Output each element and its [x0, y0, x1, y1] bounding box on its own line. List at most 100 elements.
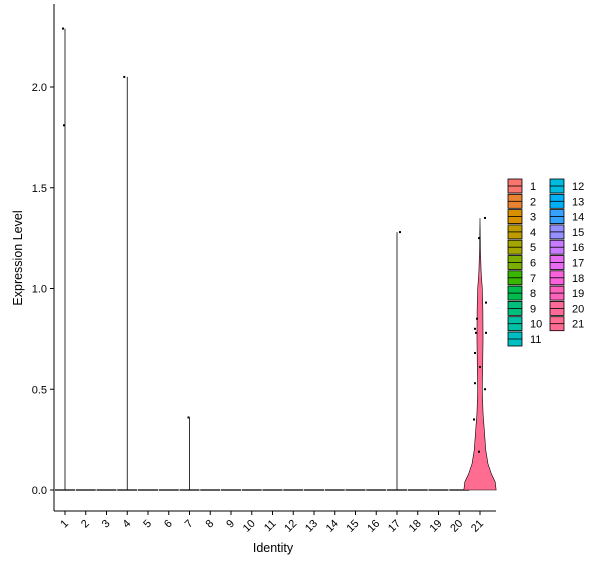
legend-item: 17 [549, 255, 584, 270]
y-tick-label: 1.0 [32, 284, 47, 296]
x-tick-label: 18 [407, 518, 424, 535]
x-tick-label: 16 [365, 518, 382, 535]
legend-label: 15 [572, 227, 584, 239]
legend-label: 19 [572, 288, 584, 300]
legend-item: 18 [549, 270, 584, 286]
legend-label: 7 [530, 273, 536, 285]
legend-item: 19 [549, 285, 584, 301]
x-tick-label: 19 [427, 518, 444, 535]
y-tick-label: 2.0 [32, 82, 47, 94]
legend-item: 20 [549, 300, 584, 316]
x-tick-label: 17 [386, 518, 403, 535]
x-tick-label: 11 [262, 518, 279, 535]
violin-shape [463, 217, 497, 491]
legend-label: 3 [530, 212, 536, 224]
plot-area [55, 27, 497, 491]
x-tick-label: 7 [183, 518, 196, 531]
data-point [485, 331, 487, 334]
data-point [399, 231, 401, 234]
legend-label: 16 [572, 242, 584, 254]
legend-item: 8 [507, 285, 536, 301]
data-point [479, 366, 481, 369]
violin-1 [55, 27, 75, 491]
y-tick-label: 1.5 [32, 183, 47, 195]
violin-21 [463, 216, 497, 491]
x-tick-label: 9 [224, 518, 237, 531]
x-tick-label: 2 [79, 518, 92, 531]
legend-item: 10 [507, 316, 542, 332]
x-ticks: 1 2 3 4 5 6 7 8 9 10 11 12 13 14 15 16 17 18 19 20 21 [58, 511, 486, 535]
legend-label: 17 [572, 258, 584, 270]
x-tick-label: 1 [58, 518, 71, 531]
legend-item: 1 [507, 178, 536, 194]
y-ticks: 0.0 0.5 1.0 1.5 2.0 [32, 82, 54, 497]
legend-label: 20 [572, 303, 584, 315]
legend-label: 11 [530, 334, 541, 346]
legend-item: 21 [549, 316, 584, 332]
legend-item: 4 [507, 224, 536, 240]
data-point [476, 317, 478, 320]
legend-label: 21 [572, 319, 584, 331]
legend-item: 5 [507, 239, 536, 255]
legend-item: 15 [549, 224, 584, 240]
data-point [478, 237, 480, 240]
violin-4 [117, 75, 138, 491]
x-tick-label: 6 [162, 518, 175, 531]
x-tick-label: 20 [448, 518, 465, 535]
data-point [63, 124, 65, 127]
legend-label: 2 [530, 196, 536, 208]
x-tick-label: 15 [344, 518, 361, 535]
y-tick-label: 0.0 [32, 485, 47, 497]
legend-label: 5 [530, 242, 536, 254]
legend-label: 8 [530, 288, 536, 300]
legend-label: 10 [530, 319, 542, 331]
legend-item: 12 [549, 178, 584, 194]
legend-label: 18 [572, 273, 584, 285]
data-point [474, 382, 476, 385]
data-point [187, 416, 190, 419]
data-point [478, 450, 480, 453]
data-point [485, 301, 487, 304]
x-tick-label: 4 [121, 518, 134, 531]
x-tick-label: 13 [303, 518, 320, 535]
legend-label: 12 [572, 181, 584, 193]
violin-17 [387, 231, 407, 491]
x-tick-label: 10 [241, 518, 258, 535]
x-tick-label: 12 [282, 518, 299, 535]
legend-item: 14 [549, 209, 584, 225]
data-point [123, 75, 126, 78]
data-point [474, 351, 476, 354]
x-tick-label: 21 [469, 518, 486, 535]
legend-item: 3 [507, 209, 536, 225]
data-point [484, 216, 486, 219]
y-tick-label: 0.5 [32, 384, 47, 396]
legend-item: 9 [507, 300, 536, 316]
legend-item: 16 [549, 239, 584, 255]
axes [53, 4, 496, 512]
data-point [474, 327, 476, 330]
x-axis-title: Identity [253, 541, 294, 555]
y-axis-title: Expression Level [11, 210, 25, 305]
data-point [473, 418, 475, 421]
legend-label: 6 [530, 258, 536, 270]
legend-item: 6 [507, 255, 536, 270]
legend-item: 13 [549, 193, 584, 209]
x-tick-label: 3 [100, 518, 113, 531]
legend-label: 9 [530, 303, 536, 315]
legend-label: 4 [530, 227, 536, 239]
data-point [62, 27, 64, 30]
x-tick-label: 14 [324, 518, 341, 535]
legend-label: 13 [572, 196, 584, 208]
legend-item: 2 [507, 193, 536, 209]
legend-label: 1 [530, 181, 536, 193]
legend-label: 14 [572, 212, 584, 224]
x-tick-label: 5 [141, 518, 154, 531]
legend-item: 7 [507, 270, 536, 286]
data-point [475, 331, 477, 334]
x-tick-label: 8 [204, 518, 217, 531]
violin-7 [179, 416, 200, 491]
legend-item: 11 [507, 331, 541, 347]
data-point [484, 388, 486, 391]
